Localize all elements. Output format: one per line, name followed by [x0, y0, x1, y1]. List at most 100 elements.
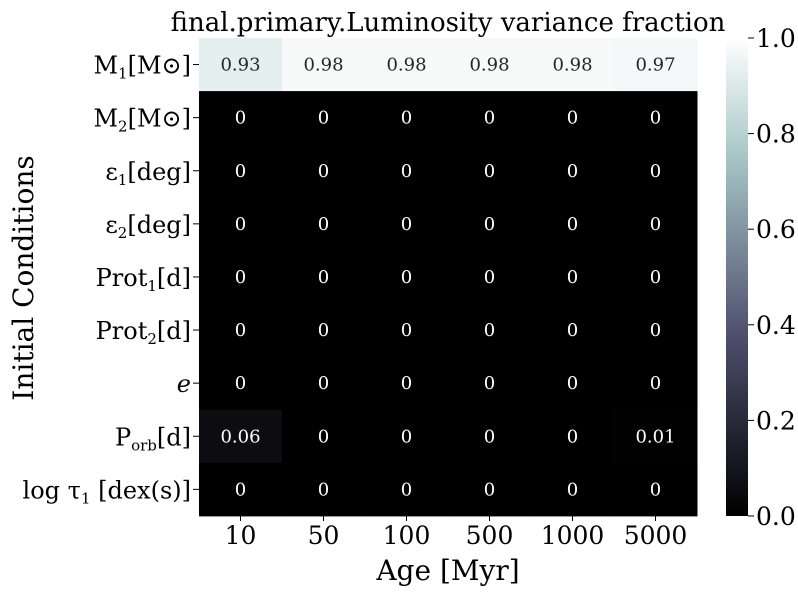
- colorbar-ticks: 0.0 0.2 0.4 0.6 0.8 1.0: [748, 24, 796, 531]
- heatmap-cell: [365, 91, 449, 145]
- heatmap-cell: [448, 303, 532, 358]
- heatmap-cell: [199, 144, 283, 198]
- x-tick-label: 500: [466, 521, 514, 550]
- heatmap-cell: [531, 38, 615, 92]
- heatmap-cell: [282, 303, 366, 358]
- heatmap-cell: [531, 303, 615, 358]
- heatmap-cell-label: 0.98: [469, 55, 509, 76]
- y-tick-label: ε2[deg]: [105, 211, 191, 242]
- colorbar-tick-label: 0.2: [756, 406, 796, 435]
- heatmap-cell: [282, 91, 366, 145]
- x-tick-label: 1000: [541, 521, 605, 550]
- heatmap-cell: [199, 356, 283, 411]
- heatmap-cell-label: 0: [567, 373, 578, 394]
- heatmap-cell-label: 0: [318, 267, 329, 288]
- heatmap-cell-label: 0: [401, 267, 412, 288]
- colorbar-tick-label: 1.0: [756, 24, 796, 53]
- heatmap-cell: [614, 144, 698, 198]
- y-tick-label: log τ1 [dex(s)]: [23, 476, 191, 507]
- heatmap-cell-label: 0: [484, 426, 495, 447]
- heatmap-cell: [282, 462, 366, 517]
- heatmap-cell-label: 0: [235, 479, 246, 500]
- heatmap-cell-label: 0: [567, 426, 578, 447]
- heatmap-cell: [365, 197, 449, 251]
- heatmap-cell-label: 0: [650, 479, 661, 500]
- heatmap-cell: [448, 197, 532, 251]
- heatmap-cell-label: 0.98: [552, 55, 592, 76]
- heatmap-cell: [531, 197, 615, 251]
- heatmap-cell-label: 0: [567, 108, 578, 129]
- heatmap-cell-label: 0: [484, 373, 495, 394]
- colorbar-tick-label: 0.0: [756, 502, 796, 531]
- heatmap-cell-label: 0: [650, 214, 661, 235]
- heatmap-cell: [614, 409, 698, 464]
- heatmap-cell: [614, 38, 698, 92]
- y-tick-label: Prot1[d]: [96, 264, 191, 295]
- heatmap-cell: [614, 250, 698, 304]
- heatmap-cell-label: 0: [318, 479, 329, 500]
- heatmap-cell-label: 0: [567, 267, 578, 288]
- y-axis-ticks: M1[M⊙] M2[M⊙] ε1[deg] ε2[deg] Prot1[d] Prot2[…: [23, 52, 199, 507]
- colorbar-tick-label: 0.8: [756, 120, 796, 149]
- colorbar: [726, 38, 748, 516]
- heatmap-cell: [614, 91, 698, 145]
- y-tick-label: ε1[deg]: [105, 158, 191, 189]
- x-tick-label: 50: [308, 521, 340, 550]
- y-tick-label: M1[M⊙]: [93, 52, 191, 83]
- heatmap-cell-labels: 0.93 0.98 0.98 0.98 0.98 0.97 0 0 0 0 0 0 0 0 0 0 0 0 0 0 0 0…: [220, 55, 675, 501]
- heatmap-cell: [531, 250, 615, 304]
- heatmap-cell-label: 0: [401, 214, 412, 235]
- heatmap-cell: [531, 462, 615, 517]
- y-axis-label: Initial Conditions: [7, 155, 40, 400]
- heatmap-cell: [448, 144, 532, 198]
- y-tick-label: e: [177, 370, 191, 398]
- heatmap-cell-label: 0: [650, 373, 661, 394]
- heatmap-cell-label: 0: [401, 108, 412, 129]
- heatmap-cell: [531, 409, 615, 464]
- heatmap-cell-label: 0: [235, 320, 246, 341]
- chart-title: final.primary.Luminosity variance fracti…: [171, 8, 726, 38]
- heatmap-cells: [199, 38, 698, 517]
- heatmap-cell-label: 0: [484, 267, 495, 288]
- heatmap-cell-label: 0: [235, 161, 246, 182]
- y-tick-label: Porb[d]: [115, 423, 191, 454]
- heatmap-cell: [199, 409, 283, 464]
- heatmap-cell-label: 0: [650, 320, 661, 341]
- y-tick-label: M2[M⊙]: [93, 105, 191, 136]
- heatmap-cell-label: 0: [650, 108, 661, 129]
- heatmap-cell-label: 0: [567, 214, 578, 235]
- heatmap-cell-label: 0: [650, 161, 661, 182]
- heatmap-cell: [365, 462, 449, 517]
- heatmap-cell: [199, 250, 283, 304]
- heatmap-cell: [199, 303, 283, 358]
- heatmap-cell-label: 0: [484, 479, 495, 500]
- heatmap-cell: [199, 197, 283, 251]
- x-axis-ticks: 10 50 100 500 1000 5000: [225, 516, 688, 550]
- heatmap-cell-label: 0: [401, 373, 412, 394]
- heatmap-cell: [531, 144, 615, 198]
- heatmap-cell-label: 0: [318, 214, 329, 235]
- x-tick-label: 10: [225, 521, 257, 550]
- heatmap-cell: [282, 144, 366, 198]
- heatmap-cell: [614, 356, 698, 411]
- heatmap-cell: [531, 91, 615, 145]
- heatmap-cell-label: 0: [567, 161, 578, 182]
- heatmap-cell: [531, 356, 615, 411]
- heatmap-cell: [282, 250, 366, 304]
- heatmap-cell-label: 0: [484, 214, 495, 235]
- heatmap-cell: [282, 197, 366, 251]
- heatmap-cell-label: 0: [318, 108, 329, 129]
- heatmap-cell: [365, 303, 449, 358]
- heatmap-cell: [448, 38, 532, 92]
- heatmap-cell: [365, 250, 449, 304]
- heatmap-cell: [448, 91, 532, 145]
- x-tick-label: 5000: [624, 521, 688, 550]
- heatmap-cell-label: 0: [401, 320, 412, 341]
- colorbar-tick-label: 0.6: [756, 215, 796, 244]
- heatmap-cell: [282, 356, 366, 411]
- heatmap-cell-label: 0: [484, 161, 495, 182]
- x-axis-label: Age [Myr]: [375, 554, 519, 587]
- heatmap-cell: [614, 462, 698, 517]
- heatmap-cell-label: 0.06: [220, 426, 260, 447]
